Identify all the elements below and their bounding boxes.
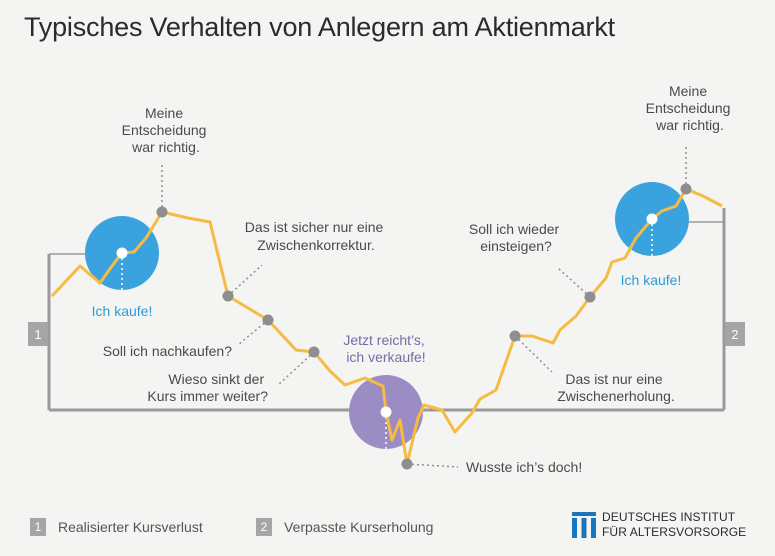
sell-point <box>380 406 392 418</box>
legend-label-1: Realisierter Kursverlust <box>58 519 203 535</box>
marker-2-label: 2 <box>731 327 738 342</box>
annotation-sell: Jetzt reicht’s, ich verkaufe! <box>343 332 428 365</box>
annotation-knew-it: Wusste ich’s doch! <box>466 459 582 475</box>
annotation-right1: Meine Entscheidung war richtig. <box>122 105 211 155</box>
buy2-point <box>646 213 658 225</box>
page-title: Typisches Verhalten von Anlegern am Akti… <box>24 12 615 42</box>
legend-item-1: 1 Realisierter Kursverlust <box>30 518 203 536</box>
leader-lines <box>161 144 687 468</box>
dia-logo-icon <box>572 512 596 538</box>
annotation-recovery: Das ist nur eine Zwischenerholung. <box>557 371 675 404</box>
marker-1-label: 1 <box>34 327 41 342</box>
dia-logo: DEUTSCHES INSTITUT FÜR ALTERSVORSORGE <box>572 510 746 540</box>
event-dots <box>156 183 692 470</box>
logo-line-1: DEUTSCHES INSTITUT <box>602 510 736 524</box>
annotation-buy1: Ich kaufe! <box>92 303 153 319</box>
annotation-right2: Meine Entscheidung war richtig. <box>646 83 735 133</box>
annotation-buy2: Ich kaufe! <box>621 272 682 288</box>
legend-item-2: 2 Verpasste Kurserholung <box>256 518 433 536</box>
marker-2-box <box>725 322 745 346</box>
marker-1-box <box>28 322 48 346</box>
annotation-correction: Das ist sicher nur eine Zwischenkorrektu… <box>245 219 387 253</box>
legend-box-2: 2 <box>256 518 272 536</box>
logo-text: DEUTSCHES INSTITUT FÜR ALTERSVORSORGE <box>602 510 746 540</box>
logo-line-2: FÜR ALTERSVORSORGE <box>602 525 747 539</box>
legend-box-1: 1 <box>30 518 46 536</box>
annotation-buy-more: Soll ich nachkaufen? <box>103 343 232 359</box>
buy1-point <box>116 247 128 259</box>
annotation-reenter: Soll ich wieder einsteigen? <box>469 221 563 254</box>
annotation-why-sinking: Wieso sinkt der Kurs immer weiter? <box>147 371 268 404</box>
legend-label-2: Verpasste Kurserholung <box>284 519 434 535</box>
